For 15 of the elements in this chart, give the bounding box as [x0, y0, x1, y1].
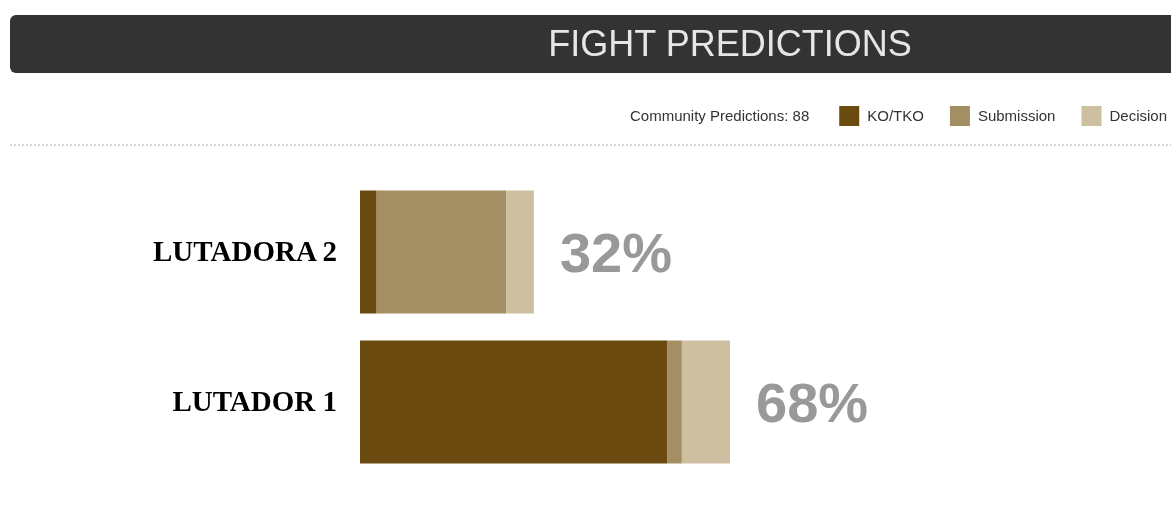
legend-label: KO/TKO	[867, 107, 924, 124]
annotation: 32%	[559, 221, 672, 284]
chart-title: FIGHT PREDICTIONS	[548, 23, 912, 64]
y-tick-label: LUTADORA 2	[153, 235, 337, 268]
legend-label: Submission	[977, 107, 1056, 124]
text: Community Predictions: 88	[629, 107, 810, 124]
y-tick-label: LUTADOR 1	[172, 385, 337, 418]
bar	[376, 190, 507, 314]
legend-label: Decision	[1109, 107, 1167, 124]
bar	[360, 340, 668, 464]
bar	[506, 190, 534, 314]
bar	[667, 340, 682, 464]
bar	[360, 190, 377, 314]
annotation: 68%	[756, 371, 869, 434]
bar	[681, 340, 730, 464]
